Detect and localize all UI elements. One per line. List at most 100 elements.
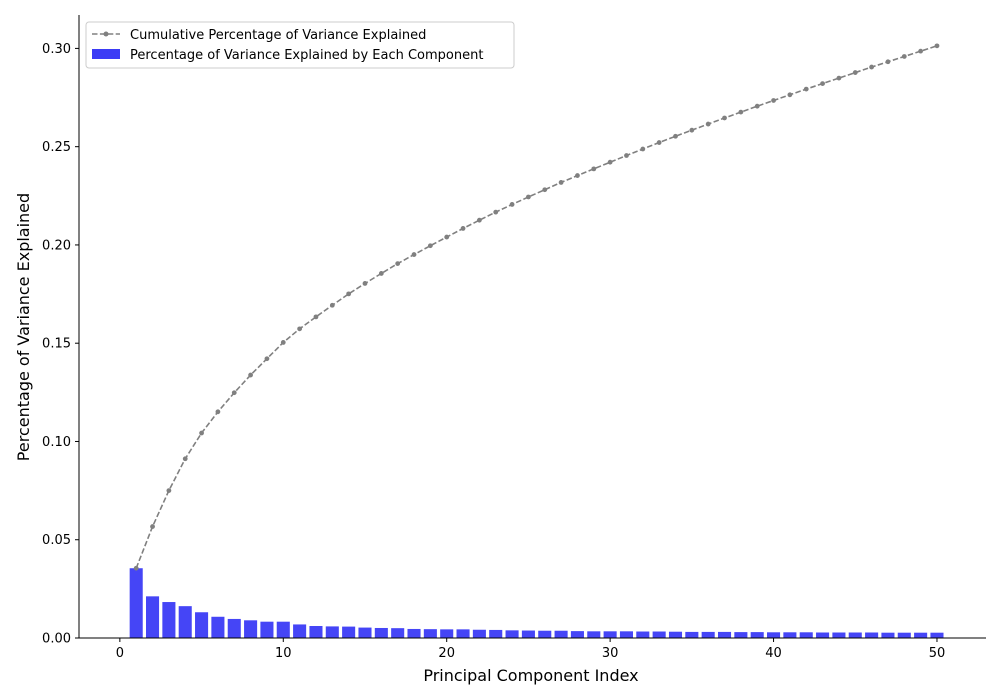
x-tick-label: 40 xyxy=(765,646,782,661)
x-tick-label: 0 xyxy=(116,646,124,661)
cumulative-point xyxy=(689,127,695,133)
cumulative-point xyxy=(182,456,188,462)
cumulative-point xyxy=(754,103,760,109)
legend-bar-swatch xyxy=(92,49,120,59)
axes-layer xyxy=(78,15,986,639)
y-tick-label: 0.25 xyxy=(42,140,71,155)
line-layer xyxy=(133,43,940,571)
variance-bar xyxy=(799,632,813,638)
cumulative-point xyxy=(313,314,319,320)
variance-bar xyxy=(717,631,732,638)
cumulative-point xyxy=(460,226,466,231)
variance-bar xyxy=(570,631,584,638)
cumulative-point xyxy=(787,92,793,98)
variance-bar xyxy=(358,627,372,638)
cumulative-point xyxy=(427,243,433,249)
y-tick-label: 0.00 xyxy=(42,632,71,647)
variance-bar xyxy=(260,621,274,638)
cumulative-point xyxy=(378,271,384,276)
cumulative-point xyxy=(150,524,155,529)
variance-bar xyxy=(701,631,715,638)
variance-bar xyxy=(505,630,519,638)
variance-bar xyxy=(146,596,160,638)
variance-bar xyxy=(619,631,633,638)
cumulative-point xyxy=(901,54,907,59)
variance-bar xyxy=(750,632,764,638)
y-tick-label: 0.20 xyxy=(42,238,71,253)
y-tick-label: 0.05 xyxy=(42,533,71,548)
cumulative-point xyxy=(215,409,221,415)
cumulative-point xyxy=(591,166,597,172)
cumulative-point xyxy=(362,281,368,286)
cumulative-point xyxy=(199,430,204,436)
cumulative-point xyxy=(280,340,286,345)
cumulative-point xyxy=(329,302,335,308)
variance-bar xyxy=(423,629,437,638)
y-axis-label: Percentage of Variance Explained xyxy=(14,193,33,461)
x-axis-label: Principal Component Index xyxy=(423,666,638,685)
variance-bar xyxy=(897,632,911,638)
cumulative-point xyxy=(509,202,515,207)
variance-bar xyxy=(816,632,830,638)
cumulative-point xyxy=(820,81,825,86)
cumulative-point xyxy=(738,109,744,115)
variance-bar xyxy=(521,630,535,638)
x-tick-label: 20 xyxy=(438,646,455,661)
variance-bar xyxy=(227,618,241,638)
x-tick-label: 10 xyxy=(275,646,292,661)
variance-bar xyxy=(668,631,683,638)
cumulative-point xyxy=(411,252,417,257)
variance-bar xyxy=(211,616,225,638)
legend-line-marker xyxy=(103,31,109,37)
variance-bar xyxy=(652,631,666,638)
variance-bar xyxy=(407,628,421,638)
variance-bar xyxy=(195,612,209,638)
variance-bar xyxy=(734,632,748,638)
cumulative-point xyxy=(166,488,172,493)
variance-bar xyxy=(930,632,944,638)
cumulative-point xyxy=(803,86,809,92)
legend: Cumulative Percentage of Variance Explai… xyxy=(85,21,515,69)
legend-box xyxy=(85,21,515,69)
variance-bar xyxy=(374,627,388,638)
cumulative-point xyxy=(624,153,629,158)
y-tick-label: 0.30 xyxy=(42,42,71,57)
variance-bar xyxy=(129,568,143,638)
cumulative-point xyxy=(558,180,564,185)
variance-bar xyxy=(489,629,503,638)
cumulative-point xyxy=(231,390,237,396)
variance-bar xyxy=(538,630,552,638)
cumulative-point xyxy=(526,194,531,200)
cumulative-point xyxy=(771,98,776,103)
x-tick-label: 50 xyxy=(929,646,946,661)
legend-label-per-component: Percentage of Variance Explained by Each… xyxy=(130,48,483,63)
cumulative-point xyxy=(673,133,678,139)
variance-bar xyxy=(342,626,356,638)
variance-bar xyxy=(244,620,258,638)
y-tick-label: 0.10 xyxy=(42,435,71,450)
cumulative-point xyxy=(476,217,482,223)
cumulative-point xyxy=(918,48,924,54)
variance-bar xyxy=(848,632,862,638)
cumulative-point xyxy=(885,59,891,65)
variance-bar xyxy=(325,626,339,638)
variance-bar xyxy=(472,629,486,638)
cumulative-point xyxy=(542,187,548,193)
cumulative-point xyxy=(869,64,874,70)
bars-layer xyxy=(129,568,944,638)
variance-bar xyxy=(587,631,601,638)
x-tick-label: 30 xyxy=(602,646,619,661)
cumulative-point xyxy=(656,140,662,145)
variance-bar xyxy=(832,632,846,638)
cumulative-point xyxy=(264,356,270,362)
ticks-layer: 0 10 20 30 40 50 0.00 0.05 0.10 0.15 0.20 0.25 0.30 xyxy=(42,42,945,661)
cumulative-point xyxy=(395,261,401,267)
cumulative-point xyxy=(607,159,613,165)
variance-bar xyxy=(914,632,928,638)
cumulative-point xyxy=(722,115,727,121)
cumulative-point xyxy=(852,70,858,75)
cumulative-line xyxy=(135,45,938,569)
variance-bar xyxy=(276,621,290,638)
variance-bar xyxy=(391,628,405,638)
